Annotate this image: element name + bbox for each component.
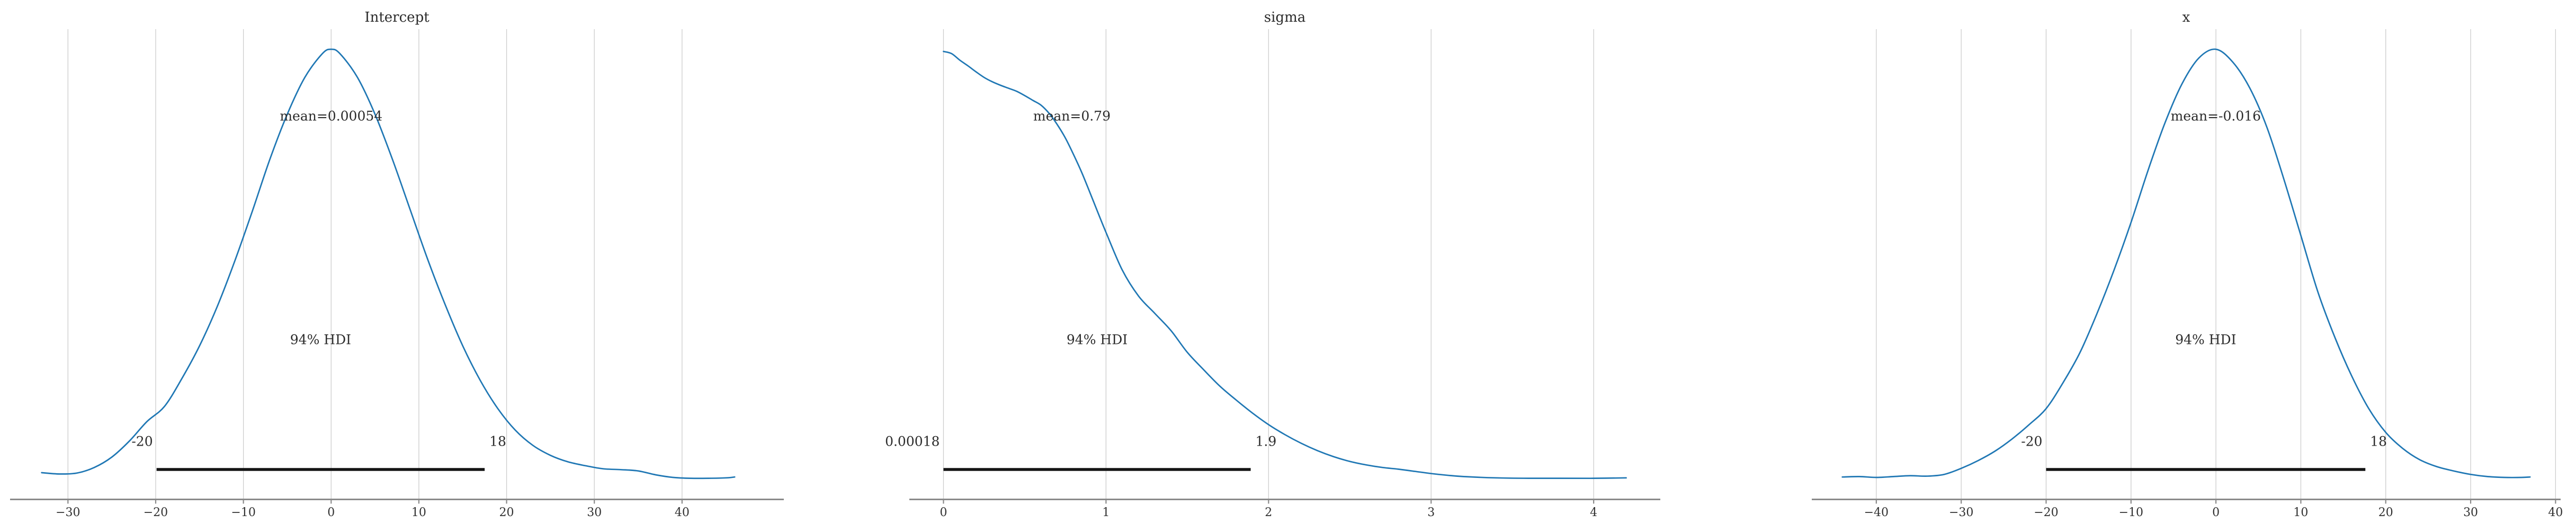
kde-panel-group-sigma	[909, 29, 1660, 504]
kde-curve	[41, 48, 736, 480]
kde-panel-group-x	[1812, 29, 2561, 504]
kde-curve	[943, 50, 1627, 480]
kde-panel-group-Intercept	[10, 29, 784, 504]
kde-curve	[1841, 48, 2531, 478]
